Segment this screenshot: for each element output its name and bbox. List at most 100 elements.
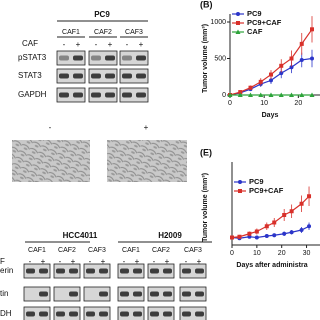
x-tick-label: 30 (303, 250, 311, 257)
blot-box (83, 286, 111, 302)
marker (248, 92, 253, 97)
marker (236, 21, 240, 25)
series-line (231, 195, 310, 239)
row-label: pSTAT3 (18, 53, 47, 62)
treatment: CAF (22, 39, 38, 48)
blot-box (88, 68, 118, 84)
lane-label: - (29, 257, 32, 266)
blot-band (182, 311, 191, 317)
group-label: CAF3 (88, 247, 106, 254)
cell-line: HCC4011 (63, 231, 98, 240)
marker (299, 41, 304, 46)
blot-box (88, 50, 118, 66)
blot-box (119, 68, 149, 84)
blot-band (133, 268, 142, 274)
blot-box (147, 286, 175, 302)
lane-label: - (95, 40, 98, 49)
blot-box (179, 263, 207, 279)
row-label: STAT3 (18, 71, 42, 80)
y-tick-label: 1000 (210, 19, 226, 26)
blot-band (39, 268, 48, 274)
group-label: CAF2 (58, 247, 76, 254)
marker (227, 92, 233, 97)
x-tick-label: 20 (278, 250, 286, 257)
blot-box (117, 306, 145, 320)
blot-band (122, 73, 132, 79)
blot-band (195, 291, 204, 297)
marker (282, 231, 287, 236)
blot-band (69, 268, 78, 274)
x-tick-label: 0 (230, 250, 234, 257)
image-label: - (49, 123, 52, 132)
marker (309, 92, 315, 97)
legend-label: PC9+CAF (249, 186, 284, 195)
image-label: + (144, 123, 149, 132)
blot-band (136, 55, 146, 61)
blot-band (150, 291, 159, 297)
marker (237, 234, 242, 239)
marker (254, 235, 259, 240)
blot-band (122, 55, 132, 61)
marker (238, 189, 242, 193)
marker (268, 92, 274, 97)
treatment: F (0, 257, 5, 266)
marker (310, 56, 314, 61)
marker (279, 71, 284, 76)
y-axis-label: Tumor volume (mm³) (202, 24, 209, 93)
lane-label: + (139, 40, 144, 49)
y-tick-label: 500 (214, 55, 226, 62)
blot-band (26, 268, 35, 274)
blot-box (179, 306, 207, 320)
blot-band (133, 291, 142, 297)
blot-band (99, 291, 108, 297)
marker (278, 92, 284, 97)
blot-band (59, 55, 69, 61)
cell-line: PC9 (94, 10, 110, 19)
blot-band (133, 311, 142, 317)
blot-box (56, 50, 86, 66)
blot-band (120, 311, 129, 317)
blot-band (163, 268, 172, 274)
blot-box (88, 87, 118, 103)
blot-box (83, 306, 111, 320)
blot-band (69, 291, 78, 297)
marker (264, 224, 269, 229)
blot-band (56, 268, 65, 274)
marker (289, 56, 294, 61)
marker (247, 231, 252, 236)
marker (299, 57, 304, 62)
x-tick-label: 10 (260, 100, 268, 107)
marker (299, 92, 305, 97)
x-tick-label: 20 (294, 100, 302, 107)
blot-band (59, 92, 69, 98)
blot-box (117, 286, 145, 302)
marker (310, 27, 314, 32)
group-label: CAF2 (152, 247, 170, 254)
marker (289, 92, 294, 97)
row-label: erin (0, 266, 13, 275)
x-tick-label: 0 (228, 100, 232, 107)
lane-label: + (108, 40, 113, 49)
cell-line: H2009 (158, 231, 182, 240)
marker (269, 78, 273, 83)
blot-band (69, 311, 78, 317)
blot-band (86, 311, 95, 317)
blot-band (136, 73, 146, 79)
row-label: GAPDH (18, 90, 47, 99)
blot-band (163, 291, 172, 297)
blot-band (39, 311, 48, 317)
blot-band (150, 268, 159, 274)
blot-band (163, 311, 172, 317)
lane-label: + (165, 257, 170, 266)
marker (299, 228, 304, 232)
y-tick-label: 0 (222, 92, 226, 99)
legend-label: CAF (247, 27, 263, 36)
marker (289, 209, 294, 214)
marker (238, 180, 242, 184)
blot-box (56, 68, 86, 84)
marker (230, 235, 234, 240)
micrograph (12, 140, 90, 182)
marker (299, 201, 304, 206)
group-label: CAF3 (125, 29, 143, 36)
blot-band (182, 291, 191, 297)
